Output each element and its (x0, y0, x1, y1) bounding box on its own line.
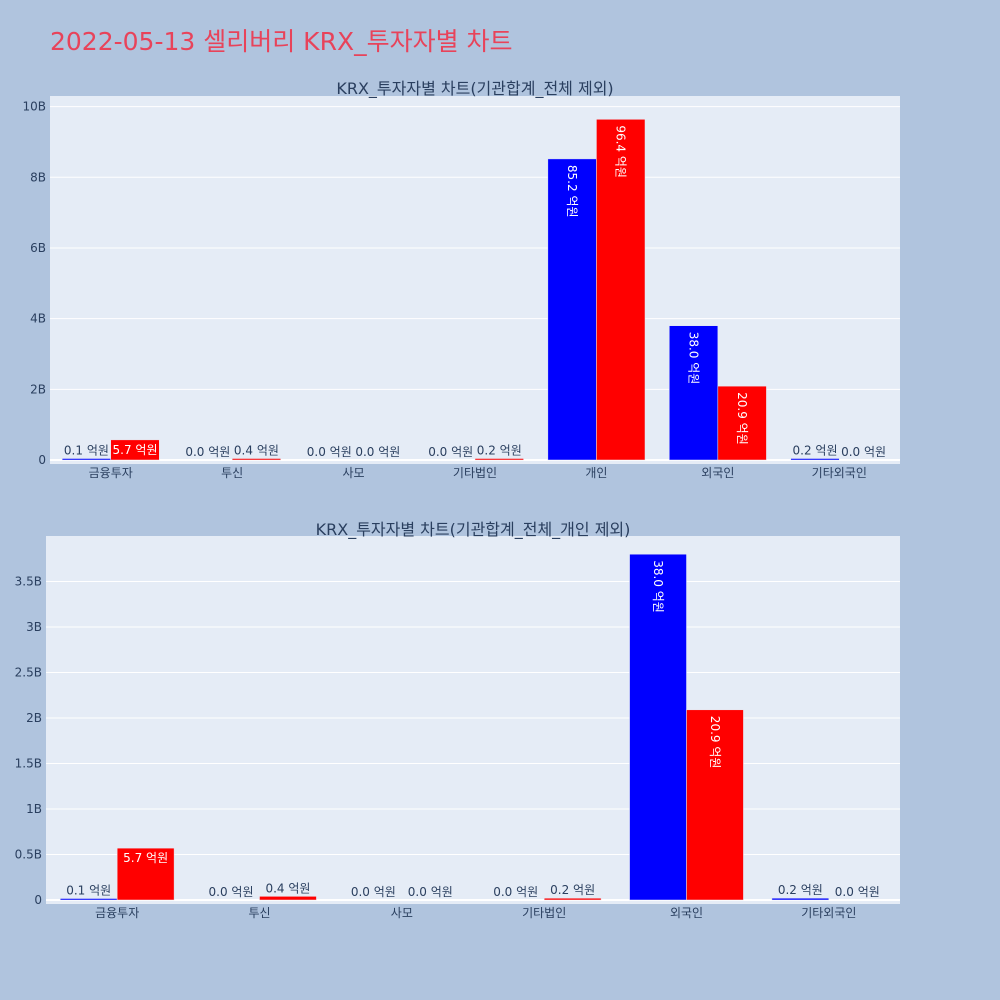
bar-label: 38.0 억원 (651, 560, 665, 613)
x-tick-label: 사모 (343, 466, 365, 480)
bar (110, 439, 160, 461)
x-tick-label: 외국인 (670, 906, 703, 920)
bar-label: 0.1 억원 (64, 444, 109, 458)
bar-label: 20.9 억원 (735, 392, 749, 445)
bar (59, 898, 118, 901)
bar (669, 325, 719, 461)
chart-top: 0 2B 4B 6B 8B 10B KRX_투자자별 차트(기관합계_전체 제외) 금융투자 0… (22, 79, 900, 480)
x-tick-label: 기타외국인 (812, 466, 867, 480)
x-tick-label: 금융투자 (95, 906, 139, 920)
bar-label: 0.0 억원 (428, 445, 473, 459)
bar-label: 0.2 억원 (778, 883, 823, 897)
y-tick-label: 6B (30, 241, 46, 255)
y-tick-label: 2B (26, 711, 42, 725)
bar (629, 553, 687, 901)
y-tick-label: 0 (34, 893, 42, 907)
bar (686, 709, 744, 901)
chart-title: KRX_투자자별 차트(기관합계_전체_개인 제외) (316, 520, 631, 540)
bar (116, 847, 175, 901)
chart-title: KRX_투자자별 차트(기관합계_전체 제외) (336, 79, 613, 99)
y-tick-label: 1.5B (15, 757, 42, 771)
x-tick-label: 금융투자 (89, 466, 133, 480)
bar-label: 0.4 억원 (265, 881, 310, 895)
bar-label: 0.2 억원 (477, 444, 522, 458)
bar-label: 0.0 억원 (408, 885, 453, 899)
y-tick-label: 8B (30, 170, 46, 184)
bar-label: 96.4 억원 (614, 125, 628, 178)
bar-label: 0.1 억원 (66, 884, 111, 898)
plot-area (46, 536, 900, 904)
bar (547, 158, 597, 461)
bar-label: 85.2 억원 (565, 165, 579, 218)
bar-label: 0.0 억원 (185, 445, 230, 459)
page-title: 2022-05-13 셀리버리 KRX_투자자별 차트 (50, 27, 513, 56)
bar (259, 896, 317, 901)
bar (771, 897, 830, 901)
y-tick-label: 0.5B (15, 848, 42, 862)
bar (543, 897, 602, 901)
bar-label: 5.7 억원 (123, 851, 168, 865)
x-tick-label: 기타법인 (522, 906, 566, 920)
bar-label: 0.0 억원 (209, 885, 254, 899)
x-tick-label: 기타법인 (453, 466, 497, 480)
bar-label: 0.0 억원 (307, 445, 352, 459)
y-tick-label: 0 (38, 453, 46, 467)
bar (474, 458, 524, 461)
bar (231, 458, 281, 461)
x-tick-label: 개인 (585, 466, 607, 480)
bar-label: 0.0 억원 (835, 885, 880, 899)
y-tick-label: 1B (26, 802, 42, 816)
x-tick-label: 외국인 (701, 466, 734, 480)
bar-label: 0.0 억원 (493, 885, 538, 899)
y-tick-label: 4B (30, 312, 46, 326)
bar (596, 119, 646, 461)
bar-label: 0.2 억원 (793, 444, 838, 458)
x-tick-label: 투신 (248, 906, 270, 920)
plot-area (50, 96, 900, 464)
y-tick-label: 10B (22, 100, 46, 114)
bar-label: 0.4 억원 (234, 444, 279, 458)
x-tick-label: 투신 (221, 466, 243, 480)
bar (717, 385, 767, 461)
bar-label: 0.0 억원 (351, 885, 396, 899)
y-tick-label: 2.5B (15, 666, 42, 680)
x-tick-label: 사모 (391, 906, 413, 920)
bar (790, 458, 840, 461)
x-tick-label: 기타외국인 (801, 906, 856, 920)
y-tick-label: 2B (30, 382, 46, 396)
bar-label: 5.7 억원 (113, 443, 158, 457)
bar-label: 0.2 억원 (550, 883, 595, 897)
bar-label: 20.9 억원 (708, 716, 722, 769)
bar (61, 458, 111, 461)
y-tick-label: 3B (26, 620, 42, 634)
bar-label: 0.0 억원 (355, 445, 400, 459)
bar-label: 0.0 억원 (841, 445, 886, 459)
bar-label: 38.0 억원 (687, 332, 701, 385)
y-tick-label: 3.5B (15, 575, 42, 589)
chart-bottom: 0 0.5B 1B 1.5B 2B 2.5B 3B 3.5B KRX_투자자별 차트(기관합계_… (15, 520, 900, 920)
